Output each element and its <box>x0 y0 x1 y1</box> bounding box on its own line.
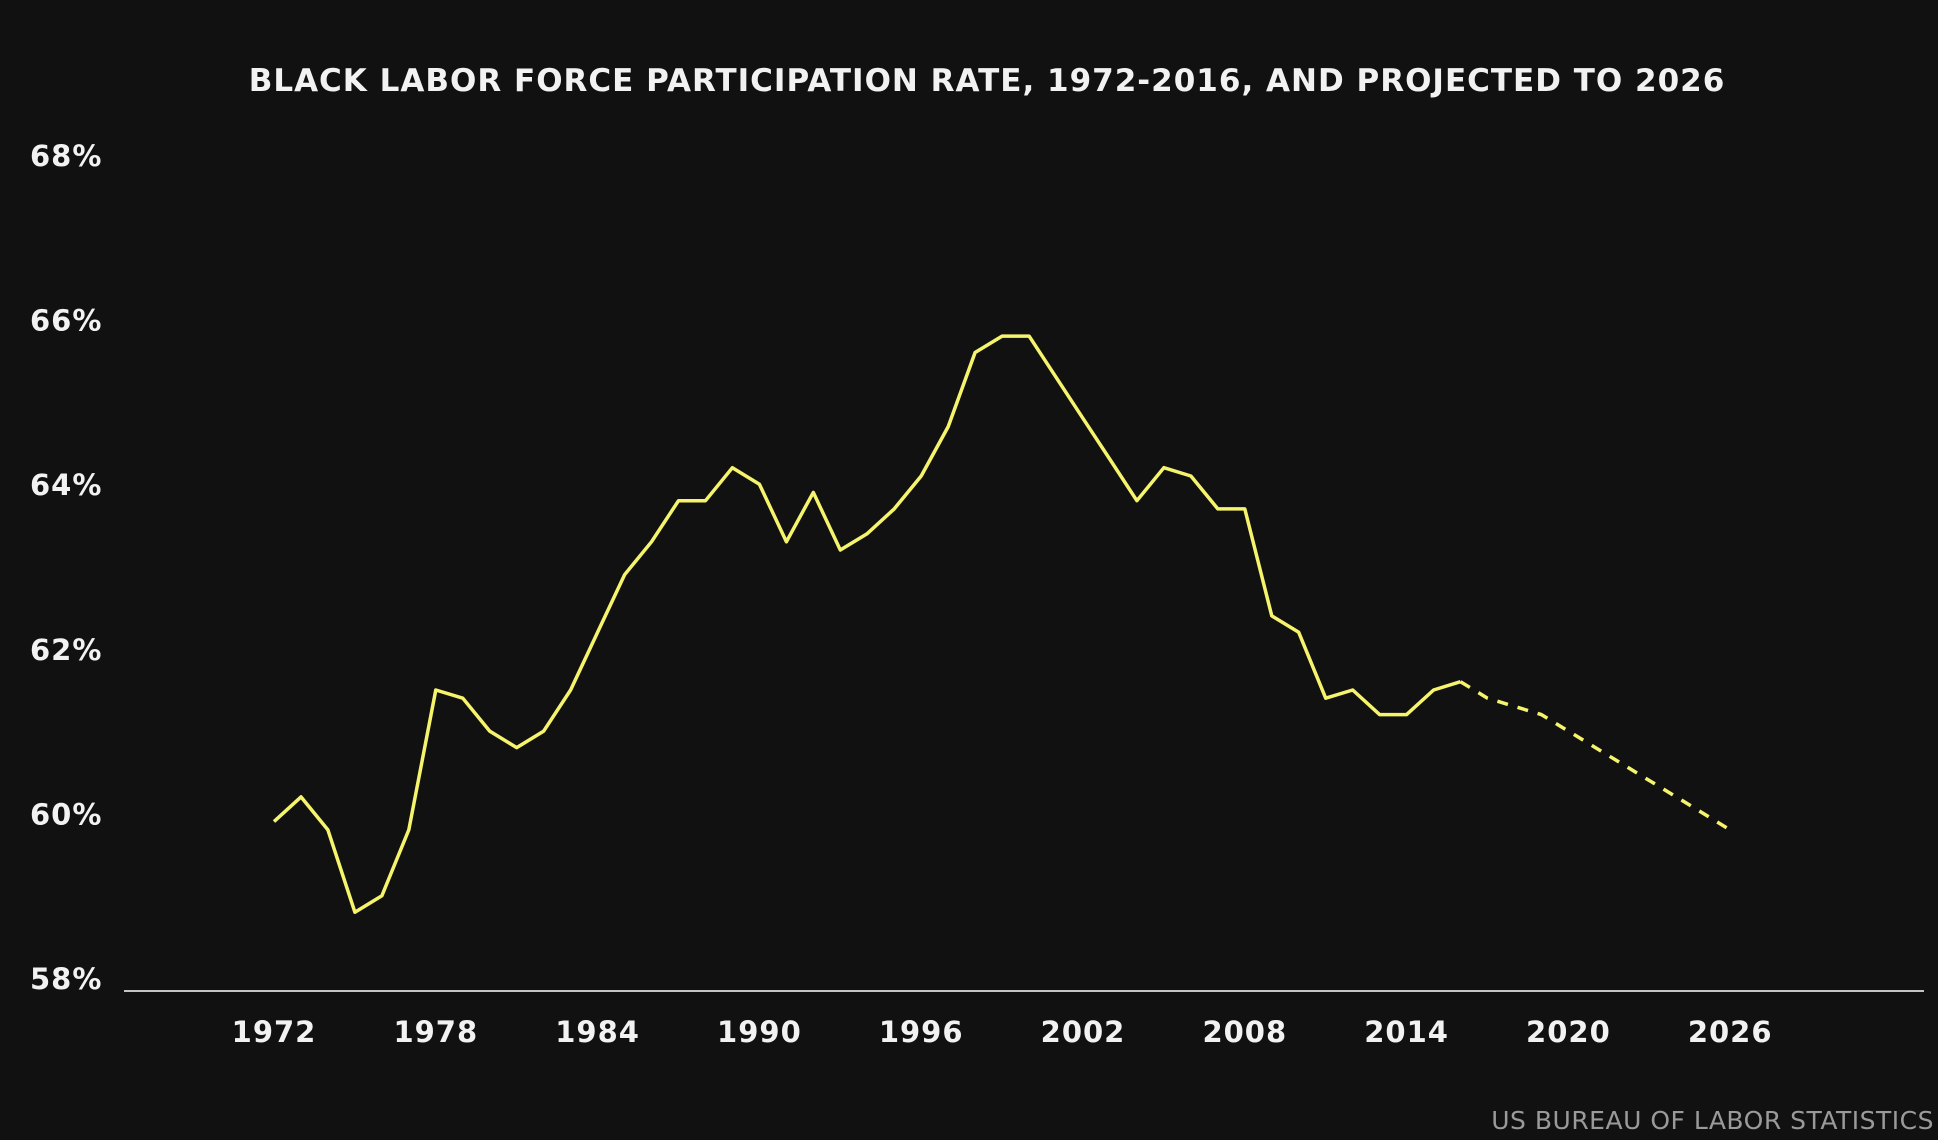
data-point <box>1647 779 1651 783</box>
data-point <box>1108 458 1112 462</box>
data-point <box>569 688 573 692</box>
data-point <box>1000 334 1004 338</box>
data-point <box>1243 507 1247 511</box>
x-tick-label: 1978 <box>393 1015 478 1049</box>
projected-series-line <box>1459 680 1732 832</box>
data-point <box>1674 795 1678 799</box>
x-tick-label: 2008 <box>1202 1015 1287 1049</box>
data-point <box>542 729 546 733</box>
x-tick-label: 2020 <box>1526 1015 1611 1049</box>
x-tick-label: 1990 <box>717 1015 802 1049</box>
data-point <box>623 573 627 577</box>
data-point <box>1270 614 1274 618</box>
data-point <box>677 499 681 503</box>
data-point <box>784 540 788 544</box>
data-point <box>272 820 276 824</box>
data-point <box>1297 630 1301 634</box>
data-point <box>515 746 519 750</box>
data-point <box>1135 499 1139 503</box>
data-point <box>1081 416 1085 420</box>
data-point <box>353 910 357 914</box>
historical-series-line <box>272 334 1462 914</box>
data-point <box>1701 811 1705 815</box>
data-point <box>1728 828 1732 832</box>
data-point <box>1216 507 1220 511</box>
data-point <box>946 425 950 429</box>
data-point <box>380 894 384 898</box>
data-point <box>1162 466 1166 470</box>
x-tick-label: 2026 <box>1688 1015 1773 1049</box>
data-point <box>488 729 492 733</box>
data-point <box>1324 696 1328 700</box>
x-tick-label: 1984 <box>555 1015 640 1049</box>
data-point <box>865 532 869 536</box>
data-point <box>811 490 815 494</box>
y-tick-label: 58% <box>30 962 102 996</box>
series-group <box>272 334 1732 914</box>
data-point <box>1432 688 1436 692</box>
data-point <box>407 828 411 832</box>
y-axis-ticks: 68% 66% 64% 62% 60% 58% <box>30 139 102 996</box>
data-point <box>973 351 977 355</box>
x-tick-label: 2002 <box>1041 1015 1126 1049</box>
data-point <box>838 548 842 552</box>
x-tick-label: 1972 <box>232 1015 317 1049</box>
y-tick-label: 62% <box>30 633 102 667</box>
data-point <box>650 540 654 544</box>
data-point <box>757 482 761 486</box>
data-point <box>1378 713 1382 717</box>
data-point <box>1027 334 1031 338</box>
x-axis-ticks: 1972 1978 1984 1990 1996 2002 2008 2014 2020 2026 <box>232 1015 1773 1049</box>
y-tick-label: 66% <box>30 304 102 338</box>
x-tick-label: 1996 <box>879 1015 964 1049</box>
data-point <box>1459 680 1463 684</box>
y-tick-label: 64% <box>30 468 102 502</box>
data-point <box>1566 729 1570 733</box>
data-point <box>1513 704 1517 708</box>
data-point <box>596 630 600 634</box>
data-point <box>892 507 896 511</box>
data-point <box>1189 474 1193 478</box>
x-tick-label: 2014 <box>1364 1015 1449 1049</box>
data-point <box>1486 696 1490 700</box>
data-point <box>434 688 438 692</box>
chart-title: BLACK LABOR FORCE PARTICIPATION RATE, 19… <box>249 63 1726 99</box>
data-point <box>299 795 303 799</box>
data-point <box>704 499 708 503</box>
data-point <box>326 828 330 832</box>
data-point <box>730 466 734 470</box>
data-point <box>1054 375 1058 379</box>
y-tick-label: 60% <box>30 797 102 831</box>
data-point <box>1539 713 1543 717</box>
data-point <box>1351 688 1355 692</box>
data-point <box>461 696 465 700</box>
data-point <box>1405 713 1409 717</box>
y-tick-label: 68% <box>30 139 102 173</box>
data-point <box>1593 746 1597 750</box>
data-point <box>919 474 923 478</box>
data-point <box>1620 762 1624 766</box>
source-label: US BUREAU OF LABOR STATISTICS <box>1491 1106 1934 1135</box>
